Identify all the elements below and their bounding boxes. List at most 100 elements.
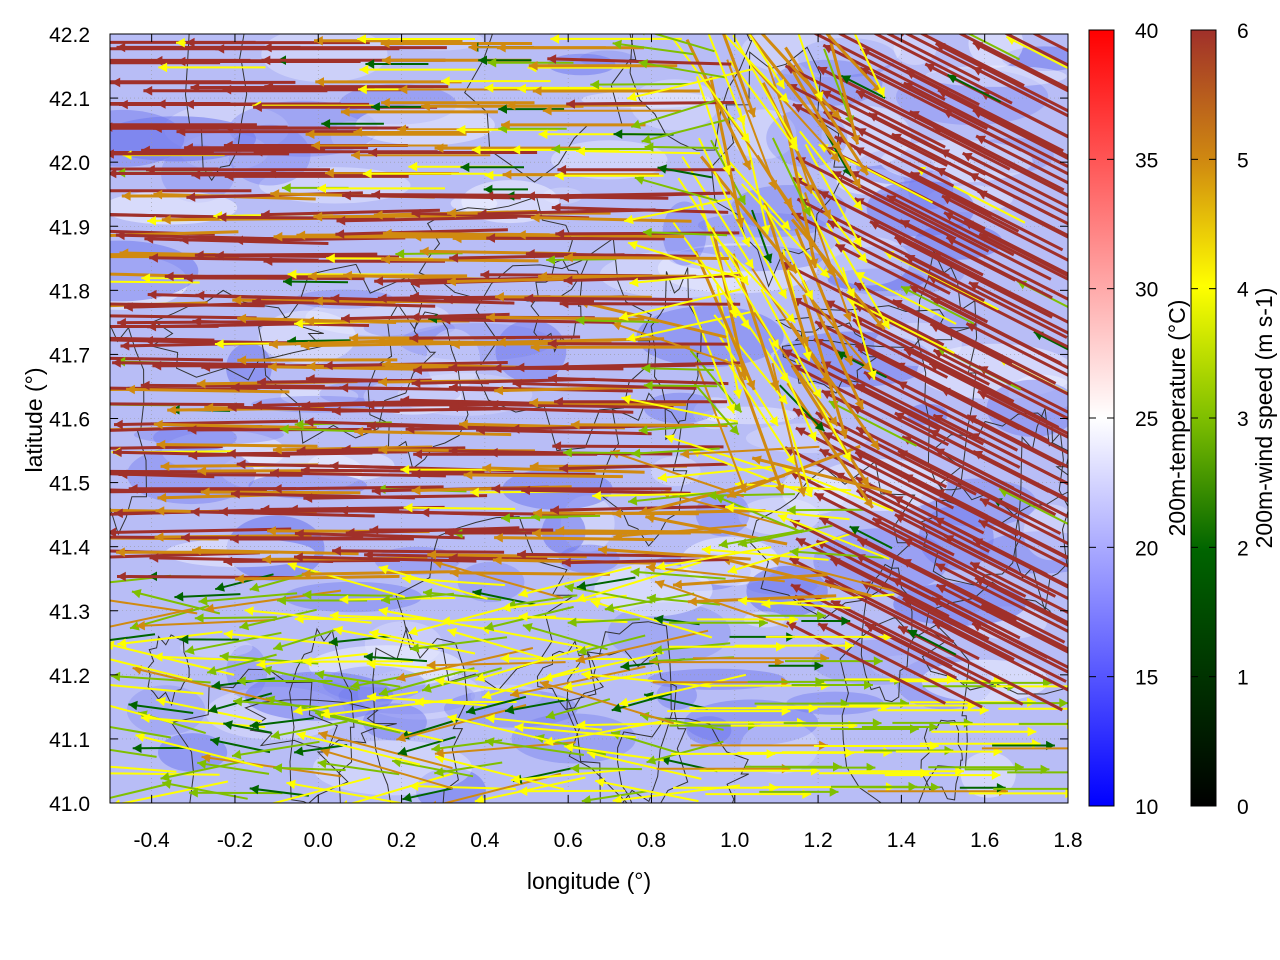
wind-arrow <box>694 250 756 391</box>
wind-arrow <box>110 599 198 615</box>
wind-arrow <box>365 59 429 69</box>
wind-arrow <box>343 772 454 803</box>
wind-arrow <box>483 184 528 195</box>
wind-arrow <box>114 780 229 803</box>
wind-arrow <box>368 147 538 158</box>
wind-arrow <box>719 251 780 350</box>
wind-arrow <box>626 310 756 343</box>
wind-arrow <box>110 280 200 284</box>
wind-arrow <box>300 465 485 476</box>
wind-arrow <box>210 736 271 754</box>
wind-arrow <box>118 469 303 480</box>
wind-arrow <box>197 759 270 775</box>
wind-arrow <box>435 676 567 701</box>
wind-arrow <box>649 657 784 667</box>
wind-arrow <box>201 753 342 778</box>
wind-arrow <box>557 164 735 175</box>
temperature-patch <box>636 305 784 367</box>
wind-arrow <box>501 594 627 613</box>
wind-arrow <box>110 314 257 320</box>
wind-arrow <box>962 151 1068 209</box>
wind-arrow <box>820 89 987 176</box>
wind-arrow <box>369 629 476 655</box>
wind-arrow <box>191 545 359 556</box>
wind-arrow <box>332 546 505 556</box>
wind-arrow <box>110 765 177 773</box>
wind-arrow <box>315 77 462 87</box>
wind-arrow <box>856 489 1019 574</box>
wind-arrow <box>884 770 1001 780</box>
x-tick-label: 0.4 <box>470 829 500 852</box>
wind-arrow <box>156 439 318 450</box>
wind-arrow <box>287 561 406 598</box>
contour-line <box>464 34 637 183</box>
wind-arrow <box>724 358 796 466</box>
wind-arrow <box>859 66 1022 152</box>
wind-arrow <box>214 250 400 261</box>
wind-arrow <box>630 567 726 580</box>
wind-arrow <box>721 34 756 118</box>
wind-arrow <box>795 426 955 510</box>
wind-arrow <box>590 79 689 90</box>
wind-arrow <box>233 696 329 709</box>
wind-arrow <box>789 556 955 644</box>
wind-arrow <box>768 338 817 442</box>
wind-arrow <box>486 312 645 323</box>
wind-colorbar-tick-label: 3 <box>1237 408 1249 431</box>
wind-arrow <box>691 380 740 436</box>
wind-arrow <box>696 614 799 625</box>
wind-arrow <box>189 787 283 798</box>
wind-arrow <box>598 545 751 561</box>
wind-arrow <box>110 748 157 758</box>
x-tick-label: 1.0 <box>720 829 749 852</box>
wind-arrow <box>427 550 587 560</box>
wind-arrow <box>293 744 348 756</box>
x-tick-label: 0.6 <box>554 829 583 852</box>
wind-arrow <box>681 156 755 269</box>
wind-arrow <box>626 68 754 102</box>
wind-arrow <box>279 424 360 434</box>
wind-arrow <box>894 513 1057 598</box>
wind-arrow <box>366 659 479 673</box>
wind-arrow <box>763 202 810 347</box>
y-tick-label: 41.9 <box>49 216 90 239</box>
wind-arrow <box>576 561 702 603</box>
wind-vectors <box>110 34 1068 803</box>
wind-arrow <box>613 129 674 139</box>
temperature-patch <box>261 34 388 83</box>
wind-arrow <box>689 349 743 414</box>
wind-arrow <box>110 488 267 494</box>
wind-arrow <box>738 596 851 609</box>
wind-arrow <box>110 336 215 342</box>
wind-arrow <box>252 296 436 308</box>
wind-arrow <box>336 215 518 226</box>
wind-arrow <box>825 222 891 330</box>
wind-arrow <box>837 34 980 107</box>
wind-arrow <box>363 652 428 663</box>
wind-arrow <box>194 613 277 623</box>
wind-arrow <box>971 621 1068 674</box>
temperature-colorbar-tick-label: 30 <box>1135 279 1158 302</box>
wind-arrow <box>612 39 695 56</box>
wind-arrow <box>198 592 298 606</box>
wind-arrow <box>638 422 738 435</box>
wind-arrow <box>613 524 747 541</box>
wind-arrow <box>576 146 701 156</box>
wind-arrow <box>270 720 348 740</box>
wind-arrow <box>293 690 419 716</box>
wind-arrow <box>111 671 211 684</box>
wind-arrow <box>707 34 746 126</box>
wind-arrow <box>871 517 1027 598</box>
wind-arrow <box>656 546 772 571</box>
wind-arrow <box>646 593 721 606</box>
plot-area <box>110 34 1068 803</box>
wind-arrow <box>641 363 714 374</box>
wind-arrow <box>441 315 615 325</box>
wind-arrow <box>501 120 646 130</box>
wind-arrow <box>592 491 701 501</box>
wind-arrow <box>576 720 698 730</box>
wind-arrow <box>945 235 1068 301</box>
wind-arrow <box>408 602 521 636</box>
contour-line <box>629 34 753 151</box>
